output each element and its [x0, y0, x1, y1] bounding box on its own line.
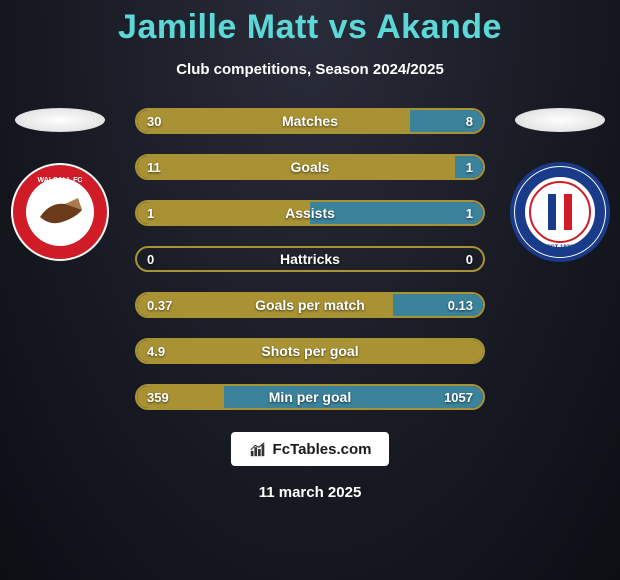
- comparison-title: Jamille Matt vs Akande: [0, 0, 620, 47]
- branding-row: FcTables.com: [0, 432, 620, 466]
- stat-label: Goals per match: [137, 297, 483, 313]
- stat-bar: 11Assists: [135, 200, 485, 226]
- comparison-subtitle: Club competitions, Season 2024/2025: [0, 61, 620, 78]
- comparison-content: WALSALL FC EST 1871 308Matches 111Goals 11…: [0, 108, 620, 410]
- player-left-ellipse: [15, 108, 105, 132]
- svg-text:EST 1871: EST 1871: [547, 245, 574, 251]
- player-right-col: EST 1871: [500, 108, 620, 262]
- branding-box: FcTables.com: [231, 432, 390, 466]
- stat-label: Assists: [137, 205, 483, 221]
- stat-label: Hattricks: [137, 251, 483, 267]
- stat-bars: 308Matches 111Goals 11Assists 00Hattricks 0.…: [135, 108, 485, 410]
- stat-label: Shots per goal: [137, 343, 483, 359]
- fctables-logo-icon: [249, 440, 267, 458]
- walsall-crest-icon: WALSALL FC: [10, 162, 110, 262]
- stat-bar: 0.370.13Goals per match: [135, 292, 485, 318]
- stat-bar: 4.9Shots per goal: [135, 338, 485, 364]
- stat-bar: 111Goals: [135, 154, 485, 180]
- player-right-ellipse: [515, 108, 605, 132]
- stat-label: Goals: [137, 159, 483, 175]
- stat-bar: 00Hattricks: [135, 246, 485, 272]
- stat-label: Min per goal: [137, 389, 483, 405]
- branding-text: FcTables.com: [273, 441, 372, 458]
- svg-text:WALSALL FC: WALSALL FC: [38, 177, 83, 184]
- stat-bar: 308Matches: [135, 108, 485, 134]
- snapshot-date: 11 march 2025: [0, 484, 620, 501]
- stat-bar: 3591057Min per goal: [135, 384, 485, 410]
- reading-crest-icon: EST 1871: [510, 162, 610, 262]
- walsall-crest: WALSALL FC: [10, 162, 110, 262]
- reading-crest: EST 1871: [510, 162, 610, 262]
- stat-label: Matches: [137, 113, 483, 129]
- player-left-col: WALSALL FC: [0, 108, 120, 262]
